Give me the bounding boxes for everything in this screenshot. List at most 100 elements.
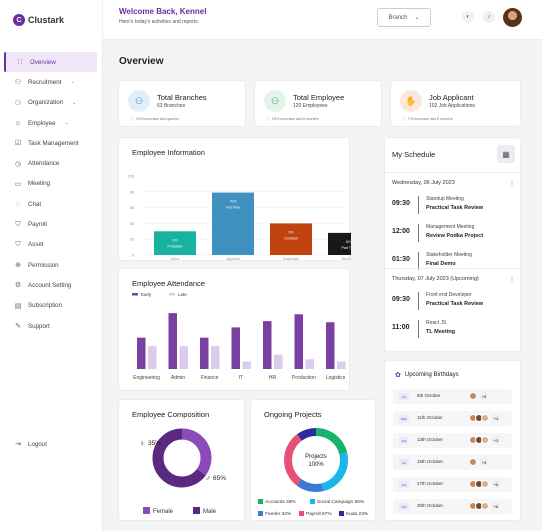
day-badge: Mon — [399, 415, 409, 422]
avatar — [469, 392, 477, 400]
more-options-icon[interactable]: ⋮ — [509, 277, 515, 283]
legend-swatch — [339, 511, 344, 516]
sidebar-item-support[interactable]: ✎ Support — [4, 316, 97, 336]
sidebar-item-recruitment[interactable]: ⚇ Recruitment ⌄ — [4, 72, 97, 92]
stat-title: Total Employee — [293, 93, 345, 102]
sidebar-item-chat[interactable]: ◌ Chat — [4, 194, 97, 214]
birthdays-title: Upcoming Birthdays — [404, 372, 459, 378]
sidebar-item-organization[interactable]: ⚆ Organization ⌄ — [4, 93, 97, 113]
stat-footnote: ↑ 7% increase last 6 months — [403, 117, 452, 121]
schedule-label: Management Meeting — [426, 224, 475, 230]
schedule-item[interactable]: 09:30 Front end Developer Practical Task R… — [392, 290, 518, 312]
sidebar-item-asset[interactable]: ⛉ Asset — [4, 235, 97, 255]
birthday-row[interactable]: Tue 27th October +6 — [393, 477, 512, 492]
logout-icon: ⇥ — [15, 441, 21, 448]
birthday-row[interactable]: Mon 11th October +4 — [393, 411, 512, 426]
birthday-date: 13th October — [417, 437, 444, 442]
pie-label: 65% — [213, 475, 226, 482]
sidebar-item-overview[interactable]: ∷ Overview — [4, 52, 97, 73]
bar — [294, 314, 303, 369]
y-tick-label: 60 — [130, 206, 134, 210]
birthday-row[interactable]: Fri 8th October +5 — [393, 389, 512, 404]
sidebar-item-account-setting[interactable]: ⚙ Account Setting — [4, 275, 97, 295]
day-badge: Fri — [399, 459, 409, 466]
legend-item: Accounts 48% — [258, 499, 296, 505]
bar — [231, 327, 240, 369]
bar-text-label: Contract — [284, 236, 297, 240]
legend-item: Feeder 32% — [258, 511, 291, 517]
bar — [211, 346, 220, 369]
pie-slice — [284, 428, 348, 492]
logout-label: Logout — [28, 440, 47, 448]
legend-swatch — [258, 511, 263, 516]
globe-icon: ⊕ — [15, 262, 21, 270]
employee-composition-title: Employee Composition — [132, 410, 210, 419]
birthday-row[interactable]: Thu 30th October +6 — [393, 499, 512, 514]
top-bar: Welcome Back, Kennel Here's today's acti… — [103, 0, 542, 40]
sidebar-item-label: Subscription — [28, 302, 63, 310]
more-count-badge: +5 — [480, 458, 488, 466]
stat-card: ⚇ Total Branches 63 Branches ↑ 10% increase … — [118, 80, 246, 127]
calendar-icon[interactable]: ▦ — [497, 145, 515, 163]
avatar — [481, 436, 489, 444]
y-tick-label: 20 — [130, 238, 134, 242]
stat-title: Job Applicant — [429, 93, 474, 102]
branch-select[interactable]: Branch ⌄ — [377, 8, 431, 27]
employee-information-chart: 100 80 60 40 20 0 0% Probation Active 70% Full Tim… — [128, 175, 351, 261]
sidebar-item-payroll[interactable]: ⛉ Payroll — [4, 214, 97, 234]
sidebar: C Clustark ∷ Overview ⚇ Recruitment ⌄ ⚆ Organi… — [0, 0, 103, 531]
bar-pct-label: 0% — [288, 230, 293, 234]
birthday-date: 8th October — [417, 393, 441, 398]
birthdays-card: ✿ Upcoming Birthdays Fri 8th October +5 Mon… — [384, 360, 521, 521]
donut-center-label: Projects — [305, 454, 327, 460]
sidebar-item-task-management[interactable]: ☑ Task Management — [4, 133, 97, 153]
bar — [274, 354, 283, 369]
sidebar-item-label: Recruitment — [28, 78, 62, 86]
schedule-item[interactable]: 12:00 Management Meeting Review Podka Proj… — [392, 222, 518, 244]
welcome-title: Welcome Back, Kennel — [119, 7, 207, 16]
schedule-item[interactable]: 01:30 Stakeholder Meeting Final Demo — [392, 250, 518, 272]
ongoing-projects-chart: Projects 100% — [284, 428, 348, 492]
bar-pct-label: 10% — [345, 240, 351, 244]
birthday-row[interactable]: Tue 13th October +3 — [393, 433, 512, 448]
logout-button[interactable]: ⇥ Logout — [14, 440, 47, 449]
avatar-group: +5 — [469, 458, 488, 466]
more-options-icon[interactable]: ⋮ — [509, 181, 515, 187]
legend-label: Payroll 67% — [306, 511, 332, 517]
sidebar-item-attendance[interactable]: ◷ Attendance — [4, 153, 97, 173]
stat-card: ✋ Job Applicant 102 Job Applications ↑ 7% in… — [390, 80, 521, 127]
bar — [148, 346, 157, 369]
birthday-row[interactable]: Fri 15th October +5 — [393, 455, 512, 470]
legend-label: Accounts 48% — [265, 499, 296, 505]
x-tick-label: Applicant — [226, 257, 239, 261]
sidebar-item-subscription[interactable]: ▤ Subscription — [4, 296, 97, 316]
legend-label: Male — [203, 509, 217, 515]
sidebar-item-label: Chat — [28, 200, 42, 208]
sidebar-item-employee[interactable]: ☺ Employee ⌄ — [4, 113, 97, 133]
bar — [137, 337, 146, 369]
schedule-title: My Schedule — [392, 150, 436, 159]
bar-text-label: Part Time — [342, 246, 351, 250]
asset-icon: ⛉ — [15, 240, 21, 248]
more-count-badge: +5 — [480, 392, 488, 400]
avatar — [481, 414, 489, 422]
legend-swatch — [310, 499, 315, 504]
schedule-time: 09:30 — [392, 296, 410, 303]
legend-item: Social Campaign 56% — [310, 499, 364, 505]
schedule-name: TL Meeting — [426, 329, 455, 335]
stat-subtitle: 120 Employees — [293, 103, 328, 109]
chevron-down-icon: ⌄ — [414, 15, 420, 21]
y-tick-label: 40 — [130, 222, 134, 226]
sidebar-item-permission[interactable]: ⊕ Permission — [4, 255, 97, 275]
sidebar-item-meeting[interactable]: ▭ Meeting — [4, 174, 97, 194]
schedule-item[interactable]: 11:00 React JS TL Meeting — [392, 318, 518, 340]
logo[interactable]: C Clustark — [13, 14, 64, 26]
schedule-time: 09:30 — [392, 200, 410, 207]
notification-toggle-icon[interactable]: ◐ — [462, 11, 474, 23]
bell-icon[interactable]: ♪ — [483, 11, 495, 23]
legend-label: Feeder 32% — [265, 511, 292, 517]
avatar-group: +4 — [469, 414, 500, 422]
branch-icon: ⚇ — [128, 90, 150, 112]
avatar[interactable] — [503, 8, 522, 27]
schedule-item[interactable]: 09:30 Standup Meeting Practical Task Revie… — [392, 194, 518, 216]
